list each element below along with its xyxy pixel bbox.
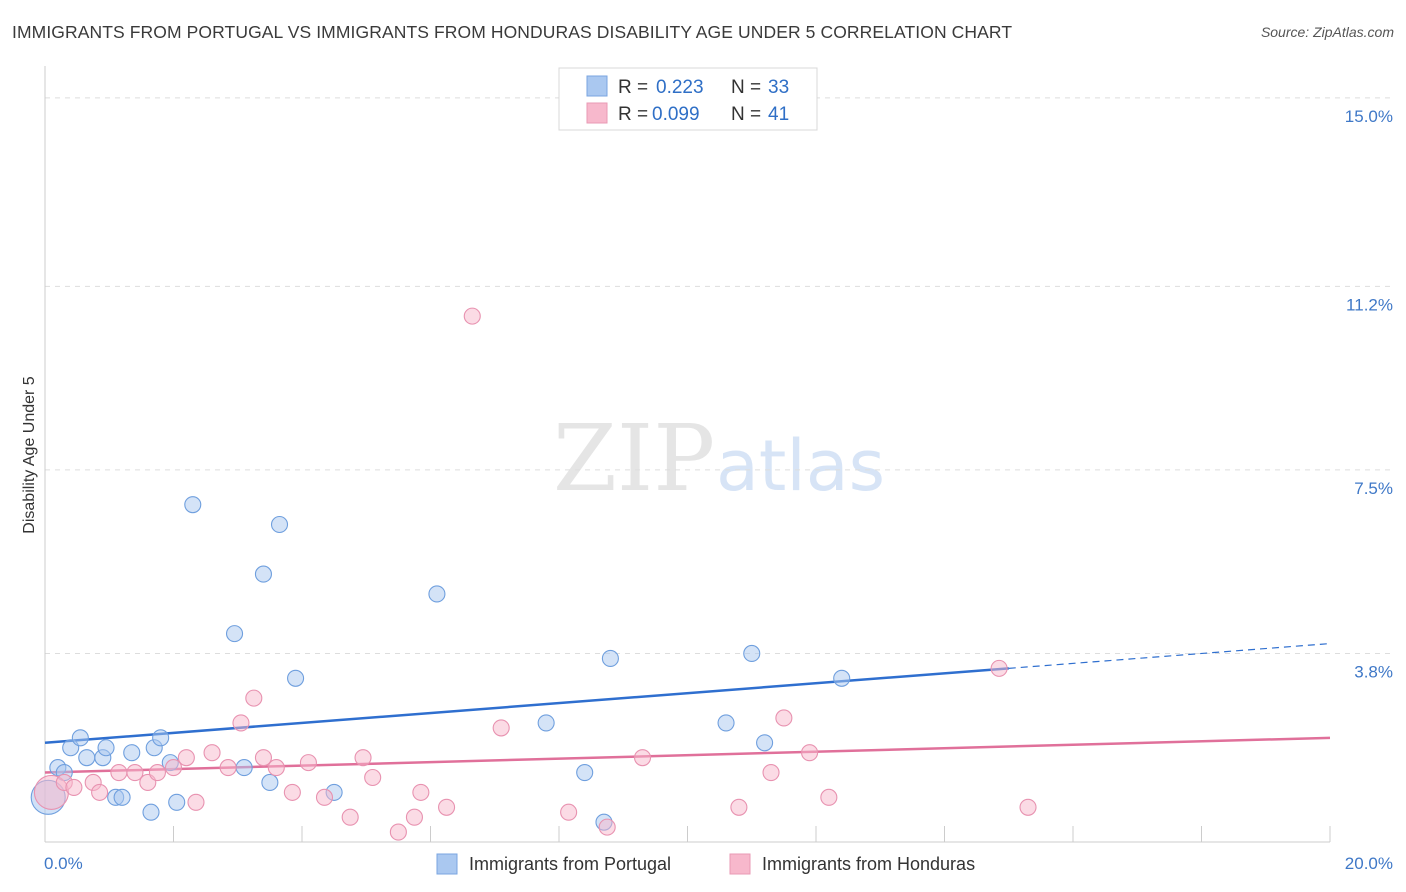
chart-title: IMMIGRANTS FROM PORTUGAL VS IMMIGRANTS F… xyxy=(12,22,1013,42)
trendline-honduras xyxy=(44,736,1331,774)
legend-swatch-portugal xyxy=(586,75,608,97)
point-honduras xyxy=(990,659,1008,677)
point-portugal xyxy=(142,803,160,821)
point-portugal xyxy=(225,625,244,643)
legend-r-label-honduras: R = xyxy=(618,104,648,125)
point-honduras xyxy=(492,719,510,737)
point-honduras xyxy=(315,788,334,806)
point-honduras xyxy=(412,783,430,801)
point-portugal xyxy=(717,714,735,732)
stats-legend: R = 0.223 N = 33 R = 0.099 N = 41 xyxy=(558,67,818,131)
point-honduras xyxy=(820,788,838,806)
point-honduras xyxy=(389,823,407,841)
point-honduras xyxy=(463,307,481,325)
watermark: ZIP atlas xyxy=(553,405,885,512)
x-tick-label-max: 20.0% xyxy=(1345,854,1393,873)
point-honduras xyxy=(354,749,372,767)
legend-swatch-honduras xyxy=(586,102,608,124)
point-portugal xyxy=(270,515,289,534)
point-honduras xyxy=(598,818,616,836)
point-portugal xyxy=(71,729,89,747)
point-portugal xyxy=(287,669,305,687)
point-portugal xyxy=(254,565,273,583)
point-portugal xyxy=(537,714,555,732)
point-honduras xyxy=(560,803,578,821)
point-portugal xyxy=(123,744,141,762)
point-honduras xyxy=(126,763,144,782)
point-honduras xyxy=(730,798,748,816)
point-portugal xyxy=(168,793,186,811)
y-tick-label: 11.2% xyxy=(1346,295,1393,314)
point-honduras xyxy=(110,763,128,782)
data-points xyxy=(30,307,1037,841)
point-portugal xyxy=(576,763,594,782)
series-legend-swatch-honduras xyxy=(729,853,751,875)
point-honduras xyxy=(341,808,359,826)
point-honduras xyxy=(283,783,301,801)
point-portugal xyxy=(78,749,96,767)
legend-n-label-honduras: N = xyxy=(731,104,761,125)
legend-n-value-honduras: 41 xyxy=(768,104,789,125)
point-portugal xyxy=(261,773,279,792)
legend-r-value-portugal: 0.223 xyxy=(656,77,704,98)
y-axis-label: Disability Age Under 5 xyxy=(21,376,38,534)
point-honduras xyxy=(801,744,819,762)
point-honduras xyxy=(91,783,109,801)
series-legend-label-portugal: Immigrants from Portugal xyxy=(469,854,671,874)
trendline-portugal xyxy=(44,667,1009,745)
point-honduras xyxy=(219,759,237,777)
point-portugal xyxy=(152,729,170,747)
watermark-zip: ZIP xyxy=(553,405,715,512)
point-portugal xyxy=(235,759,253,777)
legend-r-label-portugal: R = xyxy=(618,77,648,98)
point-honduras xyxy=(254,749,273,767)
legend-n-label-portugal: N = xyxy=(731,77,761,98)
trend-lines xyxy=(44,642,1331,774)
axes xyxy=(44,66,1331,843)
point-honduras xyxy=(1019,798,1037,816)
point-portugal xyxy=(184,496,202,514)
point-honduras xyxy=(232,714,250,732)
series-legend-label-honduras: Immigrants from Honduras xyxy=(762,854,975,874)
watermark-atlas: atlas xyxy=(716,425,885,507)
point-honduras xyxy=(65,778,83,796)
point-honduras xyxy=(299,754,317,772)
series-legend-swatch-portugal xyxy=(436,853,458,875)
y-tick-label: 3.8% xyxy=(1354,662,1393,681)
tick-labels: 3.8% 7.5% 11.2% 15.0% 0.0% 20.0% xyxy=(44,107,1393,873)
point-honduras xyxy=(187,793,205,811)
point-honduras xyxy=(267,759,285,777)
y-tick-label: 7.5% xyxy=(1354,479,1393,498)
point-honduras xyxy=(364,768,382,787)
point-honduras xyxy=(148,763,166,782)
point-honduras xyxy=(762,763,780,782)
point-honduras xyxy=(633,749,652,767)
y-tick-label: 15.0% xyxy=(1345,107,1393,126)
legend-n-value-portugal: 33 xyxy=(768,77,789,98)
point-honduras xyxy=(438,798,456,816)
grid-lines xyxy=(45,97,1392,654)
point-honduras xyxy=(164,759,183,777)
point-honduras xyxy=(775,709,793,727)
point-portugal xyxy=(601,649,619,667)
point-portugal xyxy=(113,788,131,806)
point-portugal xyxy=(97,739,115,757)
point-portugal xyxy=(833,669,851,687)
series-legend: Immigrants from Portugal Immigrants from… xyxy=(436,853,975,875)
point-portugal xyxy=(743,644,761,663)
point-honduras xyxy=(405,808,423,826)
point-portugal xyxy=(428,585,446,603)
legend-r-value-honduras: 0.099 xyxy=(652,104,700,125)
chart-source: Source: ZipAtlas.com xyxy=(1260,24,1394,40)
point-honduras xyxy=(177,749,195,767)
point-portugal xyxy=(756,734,774,752)
point-honduras xyxy=(245,689,263,707)
x-tick-label-min: 0.0% xyxy=(44,854,83,873)
point-honduras xyxy=(203,744,221,762)
trendline-portugal-extension xyxy=(1008,642,1331,669)
